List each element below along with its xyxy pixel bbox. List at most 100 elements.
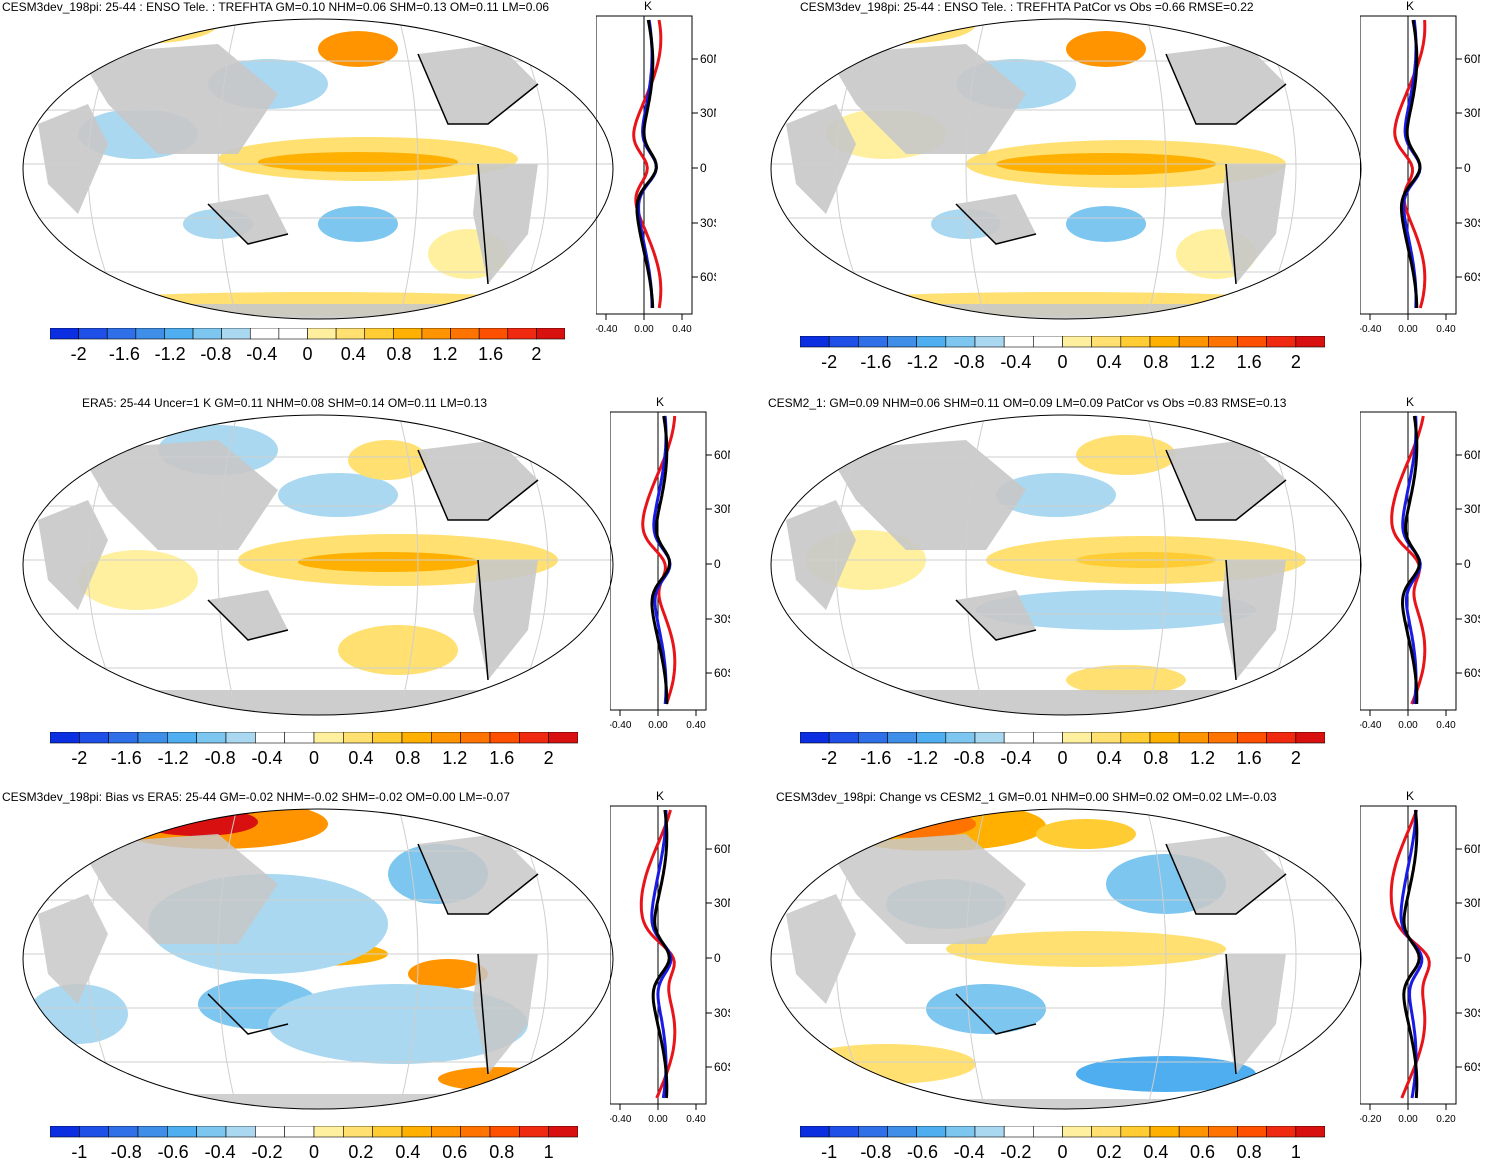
- colorbar-swatch: [314, 732, 343, 743]
- colorbar-swatch: [138, 1126, 167, 1137]
- colorbar-swatch: [422, 328, 451, 339]
- colorbar-label: 0.6: [1190, 1142, 1215, 1160]
- colorbar-swatch: [336, 328, 365, 339]
- colorbar-swatch: [800, 1126, 829, 1137]
- colorbar-label: -0.6: [158, 1142, 189, 1160]
- colorbar-swatch: [164, 328, 193, 339]
- colorbar-label: 0.4: [341, 344, 366, 364]
- colorbar-swatch: [451, 328, 480, 339]
- colorbar-swatch: [800, 336, 829, 347]
- colorbar-label: -0.4: [954, 1142, 985, 1160]
- lat-label: 0: [1464, 951, 1471, 965]
- profile-unit-label: K: [1406, 396, 1414, 409]
- lat-label: 30S: [1464, 216, 1480, 230]
- colorbar-swatch: [1267, 1126, 1296, 1137]
- colorbar-swatch: [508, 328, 537, 339]
- robinson-map: [766, 410, 1366, 720]
- profile-curve-ref: [652, 416, 670, 704]
- lat-label: 0: [700, 161, 707, 175]
- colorbar-swatch: [1092, 1126, 1121, 1137]
- x-label: 0.20: [1436, 1114, 1456, 1125]
- panel-title: CESM3dev_198pi: 25-44 : ENSO Tele. : TRE…: [2, 0, 549, 14]
- colorbar-swatch: [1208, 732, 1237, 743]
- colorbar-label: -2: [71, 748, 87, 768]
- zonal-mean-profile: K 60N30N030S60S -0.200.000.20: [1360, 790, 1480, 1135]
- lat-ticks: 60N30N030S60S: [692, 52, 716, 284]
- colorbar-swatch: [109, 732, 138, 743]
- colorbar-swatch: [1238, 1126, 1267, 1137]
- colorbar-label: -1.2: [907, 352, 938, 372]
- colorbar-labels: -2 -1.6 -1.2 -0.8 -0.4 0 0.4 0.8 1.2 1.6 2: [71, 344, 542, 364]
- colorbar-swatch: [285, 1126, 314, 1137]
- colorbar-label: -1.2: [155, 344, 186, 364]
- colorbar-swatch: [308, 328, 337, 339]
- colorbar-label: -0.8: [954, 352, 985, 372]
- x-label: -0.40: [610, 1114, 632, 1125]
- colorbar-label: 0.8: [395, 748, 420, 768]
- colorbar-swatch: [1208, 336, 1237, 347]
- colorbar-label: -0.4: [1000, 352, 1031, 372]
- profile-curves: [1395, 20, 1425, 308]
- panel-title: ERA5: 25-44 Uncer=1 K GM=0.11 NHM=0.08 S…: [82, 396, 487, 410]
- colorbar-swatch: [1238, 732, 1267, 743]
- colorbar: -2 -1.6 -1.2 -0.8 -0.4 0 0.4 0.8 1.2 1.6 2: [50, 732, 578, 772]
- colorbar-swatch: [343, 732, 372, 743]
- x-label: 0.00: [648, 1114, 668, 1125]
- colorbar-swatch: [1033, 336, 1062, 347]
- colorbar-label: -0.4: [246, 344, 277, 364]
- lat-label: 60N: [1464, 52, 1480, 66]
- colorbar-labels: -2 -1.6 -1.2 -0.8 -0.4 0 0.4 0.8 1.2 1.6 2: [821, 352, 1301, 372]
- colorbar-label: -1.6: [111, 748, 142, 768]
- zonal-mean-profile: K 60N 30N 0 30S 60S -0.40 0.00 0.40: [1360, 396, 1480, 741]
- x-label: 0.00: [1398, 1114, 1418, 1125]
- panel-title: CESM3dev_198pi: Bias vs ERA5: 25-44 GM=-…: [2, 790, 510, 804]
- lat-label: 30S: [1464, 612, 1480, 626]
- colorbar-label: 1: [1291, 1142, 1301, 1160]
- lat-label: 0: [714, 557, 721, 571]
- colorbar-swatches: [800, 1126, 1325, 1137]
- lat-label: 60S: [1464, 666, 1480, 680]
- colorbar-swatch: [946, 336, 975, 347]
- lat-label: 30S: [1464, 1006, 1480, 1020]
- colorbar-swatch: [1004, 336, 1033, 347]
- colorbar-label: -1.2: [907, 748, 938, 768]
- panel-title: CESM2_1: GM=0.09 NHM=0.06 SHM=0.11 OM=0.…: [768, 396, 1286, 410]
- colorbar-label: 0: [1057, 748, 1067, 768]
- lat-label: 0: [714, 951, 721, 965]
- colorbar-swatch: [888, 1126, 917, 1137]
- colorbar-swatch: [1296, 732, 1325, 743]
- colorbar-swatch: [888, 732, 917, 743]
- colorbar-label: 0.8: [387, 344, 412, 364]
- colorbar-swatch: [1267, 732, 1296, 743]
- x-ticks: -0.40 0.00 0.40: [1360, 314, 1456, 335]
- lat-label: 30N: [714, 896, 730, 910]
- colorbar-swatch: [226, 1126, 255, 1137]
- colorbar-swatch: [50, 328, 79, 339]
- colorbar-label: -2: [71, 344, 87, 364]
- colorbar-swatch: [1004, 1126, 1033, 1137]
- colorbar-label: -0.8: [954, 748, 985, 768]
- colorbar-swatch: [975, 732, 1004, 743]
- colorbar-swatch: [285, 732, 314, 743]
- profile-unit-label: K: [656, 396, 664, 409]
- x-ticks: -0.40 0.00 0.40: [610, 1104, 706, 1125]
- lat-label: 30N: [1464, 896, 1480, 910]
- colorbar-label: -1: [71, 1142, 87, 1160]
- colorbar-label: -1: [821, 1142, 837, 1160]
- colorbar-swatch: [549, 1126, 578, 1137]
- colorbar-label: -0.2: [252, 1142, 283, 1160]
- colorbar-swatch: [858, 1126, 887, 1137]
- profile-curves: [1391, 810, 1429, 1098]
- lat-label: 60N: [1464, 842, 1480, 856]
- colorbar-swatch: [373, 732, 402, 743]
- lat-label: 60S: [700, 270, 716, 284]
- colorbar-swatch: [1121, 732, 1150, 743]
- x-label: 0.40: [686, 1114, 706, 1125]
- colorbar-swatch: [829, 1126, 858, 1137]
- zonal-mean-profile: K 60N 30N 0 30S 60S -0.40 0.00 0.40: [610, 396, 730, 741]
- colorbar-swatch: [79, 732, 108, 743]
- colorbar-swatch: [343, 1126, 372, 1137]
- colorbar-swatches: [800, 336, 1325, 347]
- colorbar-swatch: [373, 1126, 402, 1137]
- zonal-mean-profile: K 60N 30N 0 30S 60S -0.40 0.00 0.40: [610, 790, 730, 1135]
